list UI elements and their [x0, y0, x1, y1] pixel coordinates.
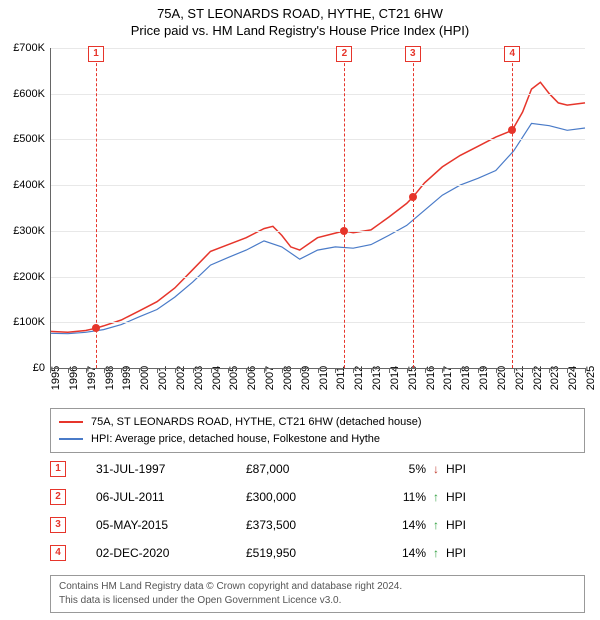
sales-pct: 5% [366, 462, 426, 476]
legend-row-hpi: HPI: Average price, detached house, Folk… [59, 431, 576, 448]
chart-title-area: 75A, ST LEONARDS ROAD, HYTHE, CT21 6HW P… [0, 0, 600, 38]
x-tick-label: 1996 [68, 366, 80, 390]
x-tick-label: 2025 [585, 366, 597, 390]
attribution-box: Contains HM Land Registry data © Crown c… [50, 575, 585, 613]
arrow-up-icon: ↑ [426, 518, 446, 532]
x-tick-label: 2022 [532, 366, 544, 390]
attribution-line1: Contains HM Land Registry data © Crown c… [59, 580, 576, 594]
sales-row: 2 06-JUL-2011£300,00011%↑HPI [50, 483, 585, 511]
marker-vline [96, 48, 97, 368]
y-tick-label: £400K [13, 179, 45, 191]
arrow-down-icon: ↓ [426, 462, 446, 476]
marker-vline [413, 48, 414, 368]
chart-area: £0£100K£200K£300K£400K£500K£600K£700K199… [50, 48, 585, 368]
x-tick-label: 2014 [389, 366, 401, 390]
x-tick-label: 2019 [478, 366, 490, 390]
arrow-up-icon: ↑ [426, 490, 446, 504]
marker-box: 1 [88, 46, 104, 62]
x-tick-label: 2015 [407, 366, 419, 390]
sales-hpi-label: HPI [446, 490, 486, 504]
x-tick-label: 2009 [300, 366, 312, 390]
series-line-hpi [50, 123, 585, 333]
marker-dot [508, 126, 516, 134]
legend-swatch-hpi [59, 438, 83, 440]
x-tick-label: 2021 [514, 366, 526, 390]
x-tick-label: 1995 [50, 366, 62, 390]
marker-box: 4 [504, 46, 520, 62]
line-svg [50, 48, 585, 368]
x-tick-label: 2010 [318, 366, 330, 390]
x-tick-label: 2008 [282, 366, 294, 390]
legend-label-property: 75A, ST LEONARDS ROAD, HYTHE, CT21 6HW (… [91, 414, 422, 431]
sales-marker-box: 3 [50, 517, 66, 533]
sales-price: £300,000 [246, 490, 366, 504]
y-tick-label: £200K [13, 271, 45, 283]
x-tick-label: 2007 [264, 366, 276, 390]
sales-pct: 14% [366, 546, 426, 560]
sales-pct: 14% [366, 518, 426, 532]
sales-price: £373,500 [246, 518, 366, 532]
chart-title-main: 75A, ST LEONARDS ROAD, HYTHE, CT21 6HW [0, 6, 600, 21]
x-tick-label: 2005 [228, 366, 240, 390]
chart-title-sub: Price paid vs. HM Land Registry's House … [0, 23, 600, 38]
marker-box: 3 [405, 46, 421, 62]
series-line-property [50, 82, 585, 332]
x-tick-label: 2000 [139, 366, 151, 390]
sales-row: 3 05-MAY-2015£373,50014%↑HPI [50, 511, 585, 539]
marker-vline [512, 48, 513, 368]
sales-date: 05-MAY-2015 [96, 518, 246, 532]
sales-row: 1 31-JUL-1997£87,0005%↓HPI [50, 455, 585, 483]
sales-pct: 11% [366, 490, 426, 504]
y-tick-label: £500K [13, 133, 45, 145]
y-tick-label: £100K [13, 316, 45, 328]
legend-label-hpi: HPI: Average price, detached house, Folk… [91, 431, 380, 448]
legend-row-property: 75A, ST LEONARDS ROAD, HYTHE, CT21 6HW (… [59, 414, 576, 431]
legend-swatch-property [59, 421, 83, 423]
y-tick-label: £700K [13, 42, 45, 54]
sales-date: 02-DEC-2020 [96, 546, 246, 560]
x-tick-label: 2023 [549, 366, 561, 390]
marker-dot [340, 227, 348, 235]
arrow-up-icon: ↑ [426, 546, 446, 560]
sales-marker-box: 1 [50, 461, 66, 477]
y-tick-label: £0 [33, 362, 45, 374]
sales-hpi-label: HPI [446, 462, 486, 476]
sales-marker-box: 2 [50, 489, 66, 505]
x-tick-label: 2013 [371, 366, 383, 390]
sales-date: 06-JUL-2011 [96, 490, 246, 504]
sales-marker-box: 4 [50, 545, 66, 561]
plot-region: £0£100K£200K£300K£400K£500K£600K£700K199… [50, 48, 585, 368]
x-tick-label: 2024 [567, 366, 579, 390]
marker-box: 2 [336, 46, 352, 62]
x-tick-label: 1997 [86, 366, 98, 390]
x-tick-label: 2017 [442, 366, 454, 390]
sales-date: 31-JUL-1997 [96, 462, 246, 476]
x-tick-label: 2006 [246, 366, 258, 390]
x-tick-label: 2002 [175, 366, 187, 390]
sales-hpi-label: HPI [446, 518, 486, 532]
marker-dot [409, 193, 417, 201]
x-tick-label: 2004 [211, 366, 223, 390]
x-tick-label: 2012 [353, 366, 365, 390]
x-tick-label: 2020 [496, 366, 508, 390]
x-tick-label: 2001 [157, 366, 169, 390]
sales-table: 131-JUL-1997£87,0005%↓HPI206-JUL-2011£30… [50, 455, 585, 567]
y-tick-label: £600K [13, 88, 45, 100]
x-tick-label: 2003 [193, 366, 205, 390]
x-tick-label: 2011 [335, 366, 347, 390]
y-tick-label: £300K [13, 225, 45, 237]
marker-dot [92, 324, 100, 332]
sales-hpi-label: HPI [446, 546, 486, 560]
legend-box: 75A, ST LEONARDS ROAD, HYTHE, CT21 6HW (… [50, 408, 585, 453]
sales-price: £87,000 [246, 462, 366, 476]
sales-row: 4 02-DEC-2020£519,95014%↑HPI [50, 539, 585, 567]
sales-price: £519,950 [246, 546, 366, 560]
x-tick-label: 2018 [460, 366, 472, 390]
attribution-line2: This data is licensed under the Open Gov… [59, 594, 576, 608]
marker-vline [344, 48, 345, 368]
x-tick-label: 1999 [121, 366, 133, 390]
x-tick-label: 1998 [104, 366, 116, 390]
x-tick-label: 2016 [425, 366, 437, 390]
